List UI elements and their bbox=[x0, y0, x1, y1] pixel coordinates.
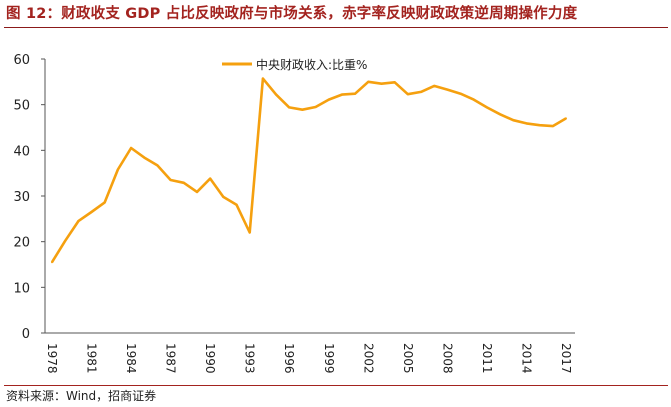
data-point bbox=[538, 124, 541, 127]
data-point bbox=[565, 117, 567, 120]
data-point bbox=[209, 177, 212, 180]
data-point bbox=[499, 113, 502, 116]
data-point bbox=[64, 239, 67, 242]
legend-label: 中央财政收入:比重% bbox=[256, 57, 367, 72]
data-point bbox=[90, 210, 93, 213]
x-tick-label: 1999 bbox=[322, 343, 336, 374]
data-point bbox=[406, 93, 409, 96]
data-point bbox=[393, 81, 396, 84]
data-point bbox=[433, 84, 436, 87]
source-divider bbox=[4, 385, 668, 386]
x-tick-label: 1990 bbox=[203, 343, 217, 374]
data-point bbox=[551, 125, 554, 128]
x-tick-label: 1996 bbox=[282, 343, 296, 374]
data-point bbox=[77, 220, 80, 223]
x-tick-label: 2008 bbox=[440, 343, 454, 374]
data-point bbox=[327, 98, 330, 101]
data-point bbox=[235, 203, 238, 206]
data-point bbox=[156, 164, 159, 167]
data-point bbox=[182, 181, 185, 184]
y-tick-label: 50 bbox=[13, 99, 30, 114]
data-point bbox=[143, 156, 146, 159]
data-point bbox=[222, 195, 225, 198]
x-tick-label: 1978 bbox=[45, 343, 59, 374]
data-point bbox=[380, 82, 383, 85]
data-point bbox=[301, 108, 304, 111]
x-tick-label: 1984 bbox=[124, 343, 138, 374]
data-point bbox=[420, 90, 423, 93]
legend: 中央财政收入:比重% bbox=[222, 57, 367, 72]
source-note: 资料来源：Wind，招商证券 bbox=[6, 389, 157, 403]
data-point bbox=[130, 147, 133, 150]
data-point bbox=[195, 190, 198, 193]
data-point bbox=[485, 106, 488, 109]
y-tick-label: 10 bbox=[13, 281, 30, 296]
title-divider bbox=[4, 27, 668, 28]
data-point bbox=[261, 77, 264, 80]
series-line bbox=[50, 77, 567, 263]
x-tick-label: 2002 bbox=[361, 343, 375, 374]
x-tick-label: 2011 bbox=[480, 343, 494, 374]
data-point bbox=[169, 179, 172, 182]
data-point bbox=[512, 119, 515, 122]
figure-title: 图 12：财政收支 GDP 占比反映政府与市场关系，赤字率反映财政政策逆周期操作… bbox=[6, 6, 578, 22]
data-point bbox=[116, 168, 119, 171]
data-point bbox=[354, 92, 357, 95]
data-point bbox=[340, 93, 343, 96]
data-point bbox=[103, 201, 106, 204]
data-point bbox=[288, 106, 291, 109]
data-point bbox=[367, 80, 370, 83]
data-point bbox=[275, 93, 278, 96]
data-point bbox=[248, 231, 251, 234]
data-point bbox=[314, 105, 317, 108]
data-point bbox=[51, 261, 53, 264]
data-point bbox=[459, 92, 462, 95]
data-point bbox=[472, 98, 475, 101]
data-point bbox=[525, 122, 528, 125]
y-tick-label: 30 bbox=[13, 190, 30, 205]
data-point bbox=[446, 88, 449, 91]
x-tick-label: 1993 bbox=[243, 343, 257, 374]
x-tick-label: 2005 bbox=[401, 343, 415, 374]
x-tick-label: 1981 bbox=[85, 343, 99, 374]
y-tick-label: 20 bbox=[13, 236, 30, 251]
y-tick-label: 40 bbox=[13, 144, 30, 159]
y-tick-label: 60 bbox=[13, 53, 30, 68]
x-tick-label: 2017 bbox=[559, 343, 573, 374]
x-tick-label: 1987 bbox=[164, 343, 178, 374]
x-tick-label: 2014 bbox=[519, 343, 533, 374]
y-tick-label: 0 bbox=[22, 327, 30, 342]
